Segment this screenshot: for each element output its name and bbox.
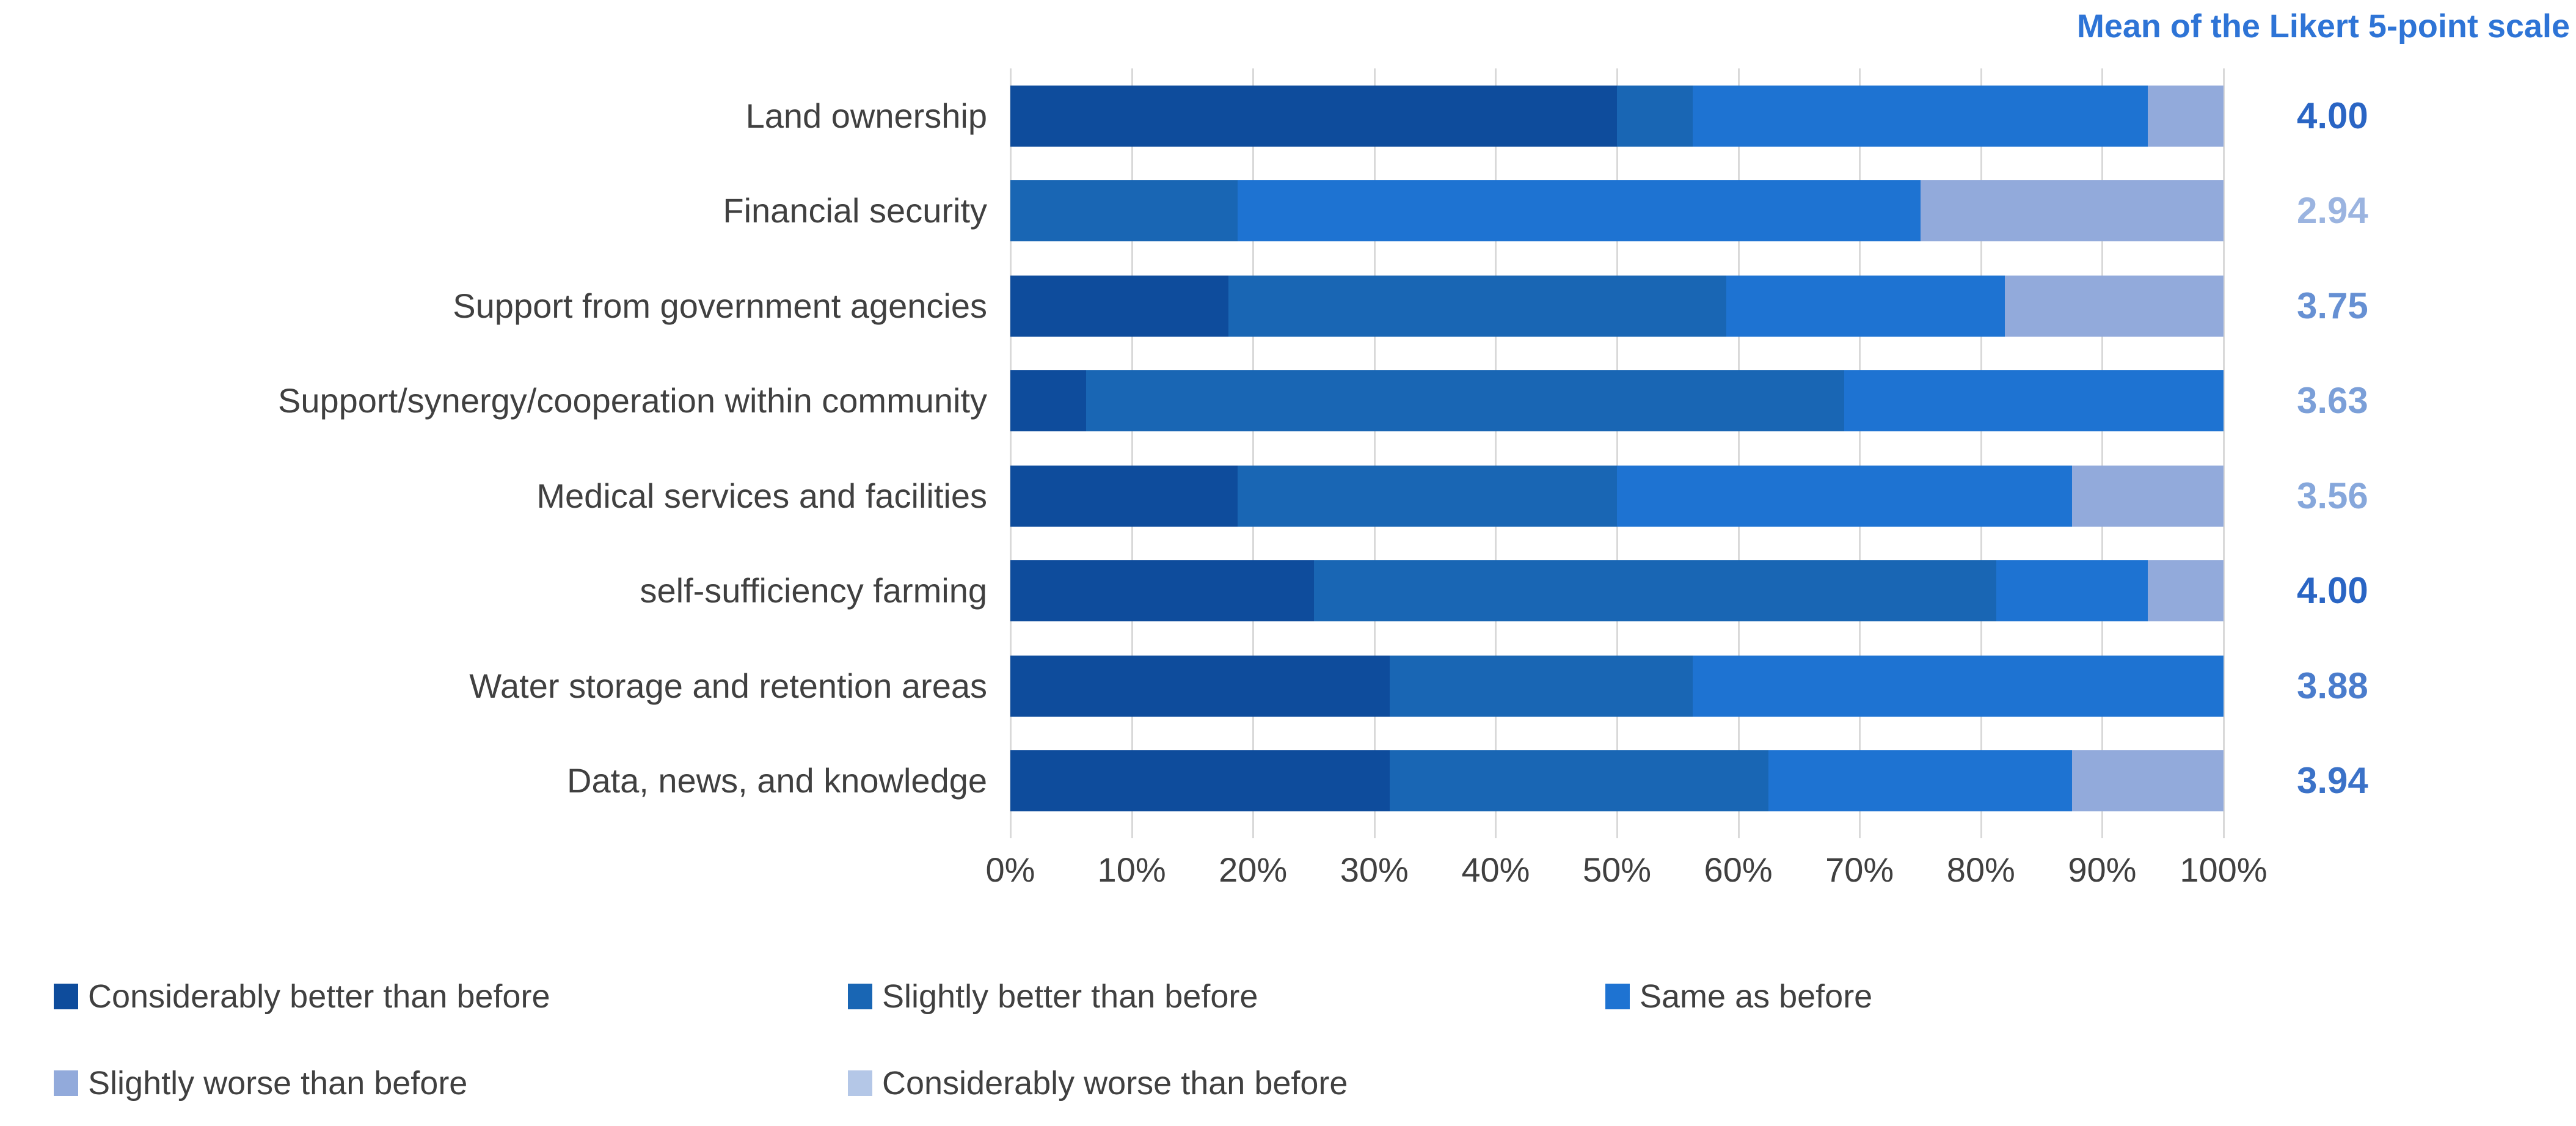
- plot-area: [1010, 68, 2225, 838]
- legend-item: Slightly better than before: [848, 978, 1258, 1015]
- gridline: [1859, 68, 1861, 838]
- gridline: [1373, 68, 1376, 838]
- bar-segment-1: [1010, 465, 1238, 527]
- mean-value: 4.00: [2297, 570, 2368, 612]
- bar-segment-3: [1693, 85, 2148, 147]
- legend-label: Considerably worse than before: [882, 1065, 1348, 1102]
- bar-segment-2: [1086, 370, 1845, 432]
- x-tick-label: 20%: [1219, 850, 1288, 889]
- x-tick-label: 10%: [1097, 850, 1166, 889]
- category-label: Financial security: [723, 191, 987, 230]
- bar-row: [1010, 465, 2224, 527]
- x-tick-label: 100%: [2180, 850, 2268, 889]
- x-tick-label: 40%: [1461, 850, 1530, 889]
- bar-segment-2: [1238, 465, 1617, 527]
- bar-segment-3: [1238, 180, 1921, 242]
- bar-row: [1010, 560, 2224, 622]
- legend-label: Slightly worse than before: [88, 1065, 468, 1102]
- bar-segment-3: [1693, 655, 2224, 717]
- bar-segment-2: [1313, 560, 1996, 622]
- bar-segment-1: [1010, 370, 1087, 432]
- bar-segment-2: [1389, 655, 1693, 717]
- gridline: [1010, 68, 1012, 838]
- mean-value: 3.63: [2297, 380, 2368, 422]
- bar-row: [1010, 750, 2224, 812]
- mean-value: 3.75: [2297, 285, 2368, 326]
- bar-segment-4: [2147, 85, 2224, 147]
- bar-segment-4: [2071, 465, 2224, 527]
- bar-segment-2: [1389, 750, 1769, 812]
- mean-value: 3.94: [2297, 760, 2368, 802]
- category-label: Land ownership: [745, 96, 987, 135]
- gridline: [2101, 68, 2104, 838]
- bar-segment-4: [2147, 560, 2224, 622]
- legend-swatch-icon: [54, 984, 78, 1009]
- legend-label: Same as before: [1640, 978, 1873, 1015]
- bar-segment-4: [2071, 750, 2224, 812]
- category-label: Data, news, and knowledge: [567, 761, 987, 800]
- category-label: self-sufficiency farming: [640, 571, 987, 610]
- x-tick-label: 70%: [1825, 850, 1894, 889]
- bar-segment-4: [2005, 275, 2224, 337]
- bar-segment-3: [1617, 465, 2072, 527]
- gridline: [2223, 68, 2225, 838]
- bar-segment-4: [1920, 180, 2224, 242]
- bar-segment-1: [1010, 655, 1390, 717]
- bar-row: [1010, 655, 2224, 717]
- x-tick-label: 30%: [1340, 850, 1409, 889]
- bar-segment-2: [1617, 85, 1693, 147]
- legend-swatch-icon: [848, 984, 872, 1009]
- bar-segment-2: [1010, 180, 1238, 242]
- gridline: [1252, 68, 1255, 838]
- legend-item: Slightly worse than before: [54, 1064, 467, 1102]
- legend-item: Considerably better than before: [54, 978, 550, 1015]
- bar-segment-3: [1726, 275, 2005, 337]
- category-label: Medical services and facilities: [536, 476, 987, 515]
- bar-segment-3: [1996, 560, 2148, 622]
- mean-value: 3.88: [2297, 665, 2368, 706]
- bar-segment-2: [1228, 275, 1726, 337]
- gridline: [1980, 68, 1982, 838]
- bar-segment-3: [1844, 370, 2224, 432]
- bar-segment-1: [1010, 560, 1314, 622]
- bar-segment-1: [1010, 275, 1229, 337]
- x-tick-label: 0%: [985, 850, 1035, 889]
- x-tick-label: 50%: [1582, 850, 1652, 889]
- bar-segment-3: [1768, 750, 2072, 812]
- bar-row: [1010, 275, 2224, 337]
- bar-row: [1010, 85, 2224, 147]
- gridline: [1495, 68, 1497, 838]
- legend-swatch-icon: [848, 1070, 872, 1096]
- gridline: [1131, 68, 1133, 838]
- legend-label: Considerably better than before: [88, 978, 550, 1015]
- legend-swatch-icon: [1605, 984, 1630, 1009]
- legend-item: Considerably worse than before: [848, 1064, 1348, 1102]
- x-tick-label: 60%: [1704, 850, 1773, 889]
- gridline: [1737, 68, 1740, 838]
- category-label: Water storage and retention areas: [469, 666, 987, 705]
- bar-row: [1010, 180, 2224, 242]
- category-label: Support/synergy/cooperation within commu…: [277, 381, 987, 420]
- gridline: [1616, 68, 1618, 838]
- x-tick-label: 80%: [1946, 850, 2015, 889]
- bar-segment-1: [1010, 750, 1390, 812]
- legend-swatch-icon: [54, 1070, 78, 1096]
- mean-value: 3.56: [2297, 475, 2368, 516]
- mean-value: 4.00: [2297, 95, 2368, 136]
- legend-item: Same as before: [1605, 978, 1872, 1015]
- category-label: Support from government agencies: [453, 286, 987, 325]
- mean-value: 2.94: [2297, 190, 2368, 232]
- chart-title: Mean of the Likert 5-point scale: [2076, 8, 2570, 45]
- bar-segment-1: [1010, 85, 1617, 147]
- bar-row: [1010, 370, 2224, 432]
- x-tick-label: 90%: [2068, 850, 2137, 889]
- legend-label: Slightly better than before: [882, 978, 1258, 1015]
